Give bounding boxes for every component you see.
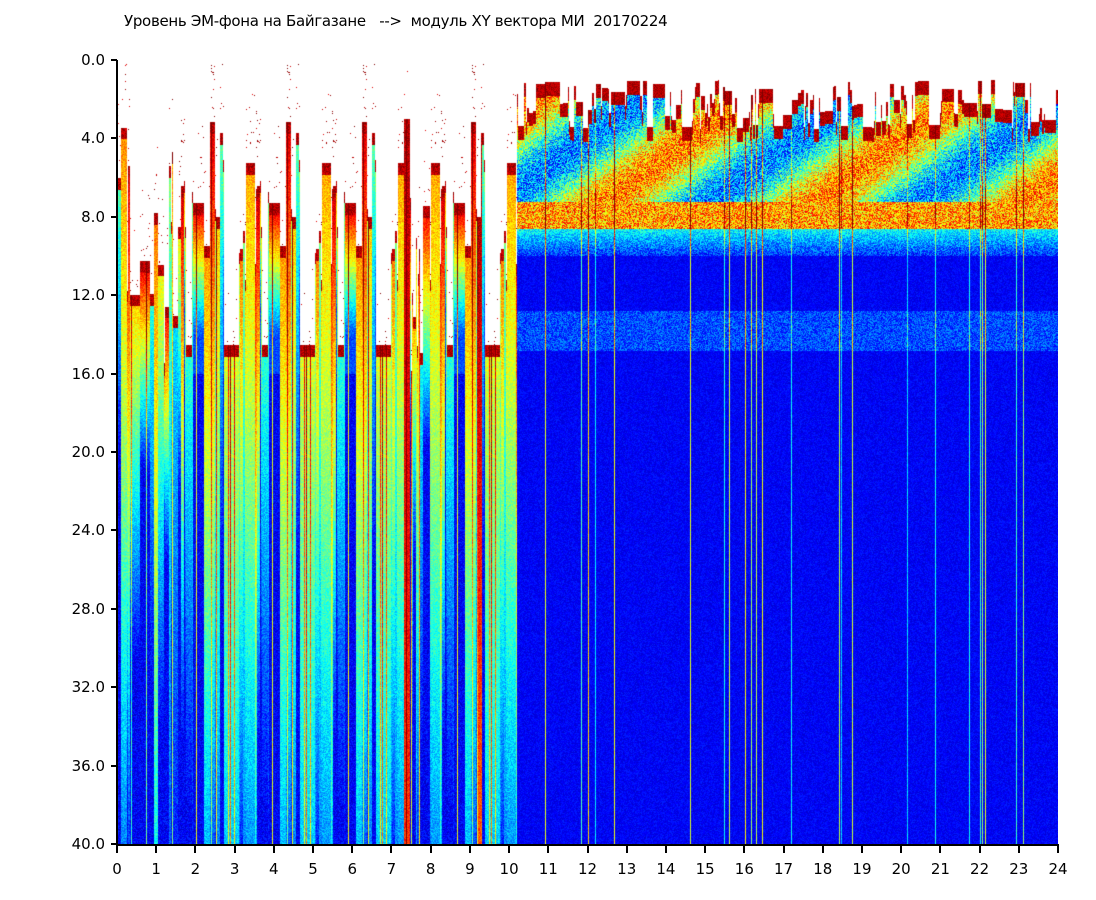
y-tick-label: 12.0 — [71, 286, 105, 305]
y-tick-label: 32.0 — [71, 678, 105, 697]
x-tick — [900, 846, 903, 853]
plot-area — [117, 60, 1058, 844]
y-tick — [111, 372, 117, 375]
x-tick-label: 21 — [930, 860, 950, 878]
y-tick-label: 16.0 — [71, 364, 105, 383]
x-tick — [351, 846, 354, 853]
x-tick — [194, 846, 197, 853]
x-tick — [782, 846, 785, 853]
x-tick — [664, 846, 667, 853]
y-tick-label: 36.0 — [71, 756, 105, 775]
x-tick-label: 24 — [1048, 860, 1068, 878]
x-tick-label: 11 — [538, 860, 558, 878]
x-tick — [586, 846, 589, 853]
y-tick — [111, 137, 117, 140]
x-tick-label: 2 — [190, 860, 201, 878]
x-tick — [978, 846, 981, 853]
x-tick — [743, 846, 746, 853]
x-tick-label: 16 — [734, 860, 754, 878]
x-tick — [939, 846, 942, 853]
x-axis-line — [117, 844, 1059, 846]
x-tick — [116, 846, 118, 853]
y-tick — [111, 59, 117, 61]
x-tick — [625, 846, 628, 853]
x-tick — [233, 846, 236, 853]
y-axis-line — [116, 60, 118, 846]
x-tick-label: 5 — [308, 860, 318, 878]
x-tick — [1057, 846, 1059, 853]
x-tick — [821, 846, 824, 853]
x-tick-label: 23 — [1009, 860, 1029, 878]
x-tick-label: 12 — [577, 860, 598, 878]
y-tick-label: 0.0 — [81, 51, 105, 69]
x-tick-label: 1 — [151, 860, 161, 878]
x-tick-label: 20 — [891, 860, 911, 878]
x-tick-label: 18 — [813, 860, 833, 878]
x-tick — [860, 846, 863, 853]
x-tick — [1017, 846, 1020, 853]
y-tick — [111, 215, 117, 218]
y-tick-label: 28.0 — [71, 599, 105, 618]
x-tick — [547, 846, 550, 853]
y-tick — [111, 843, 117, 845]
x-tick-label: 8 — [425, 860, 436, 878]
x-tick — [155, 846, 158, 853]
y-tick — [111, 764, 117, 767]
x-tick-label: 22 — [970, 860, 990, 878]
x-tick-label: 15 — [695, 860, 715, 878]
y-tick — [111, 294, 117, 297]
x-tick — [272, 846, 275, 853]
x-tick — [390, 846, 393, 853]
x-tick — [508, 846, 511, 853]
y-tick — [111, 686, 117, 689]
x-tick-label: 3 — [229, 860, 240, 878]
x-tick — [704, 846, 707, 853]
chart-title: Уровень ЭМ-фона на Байгазане --> модуль … — [124, 12, 668, 30]
y-tick-label: 20.0 — [71, 443, 105, 461]
y-tick-label: 8.0 — [81, 207, 105, 226]
y-tick — [111, 607, 117, 610]
x-tick-label: 19 — [852, 860, 872, 878]
y-tick-label: 40.0 — [71, 835, 105, 853]
spectrogram-heatmap — [117, 60, 1058, 844]
x-tick-label: 7 — [386, 860, 397, 878]
x-tick-label: 4 — [269, 860, 279, 878]
y-tick — [111, 529, 117, 532]
x-tick-label: 14 — [656, 860, 676, 878]
x-tick — [468, 846, 471, 853]
x-tick-label: 10 — [499, 860, 519, 878]
x-tick-label: 6 — [347, 860, 358, 878]
y-tick-label: 4.0 — [81, 129, 105, 148]
x-tick-label: 17 — [773, 860, 794, 878]
y-tick — [111, 451, 117, 453]
x-tick — [429, 846, 432, 853]
x-tick-label: 0 — [112, 860, 122, 878]
y-tick-label: 24.0 — [71, 521, 105, 540]
x-tick-label: 13 — [617, 860, 637, 878]
x-tick — [312, 846, 315, 853]
x-tick-label: 9 — [465, 860, 475, 878]
